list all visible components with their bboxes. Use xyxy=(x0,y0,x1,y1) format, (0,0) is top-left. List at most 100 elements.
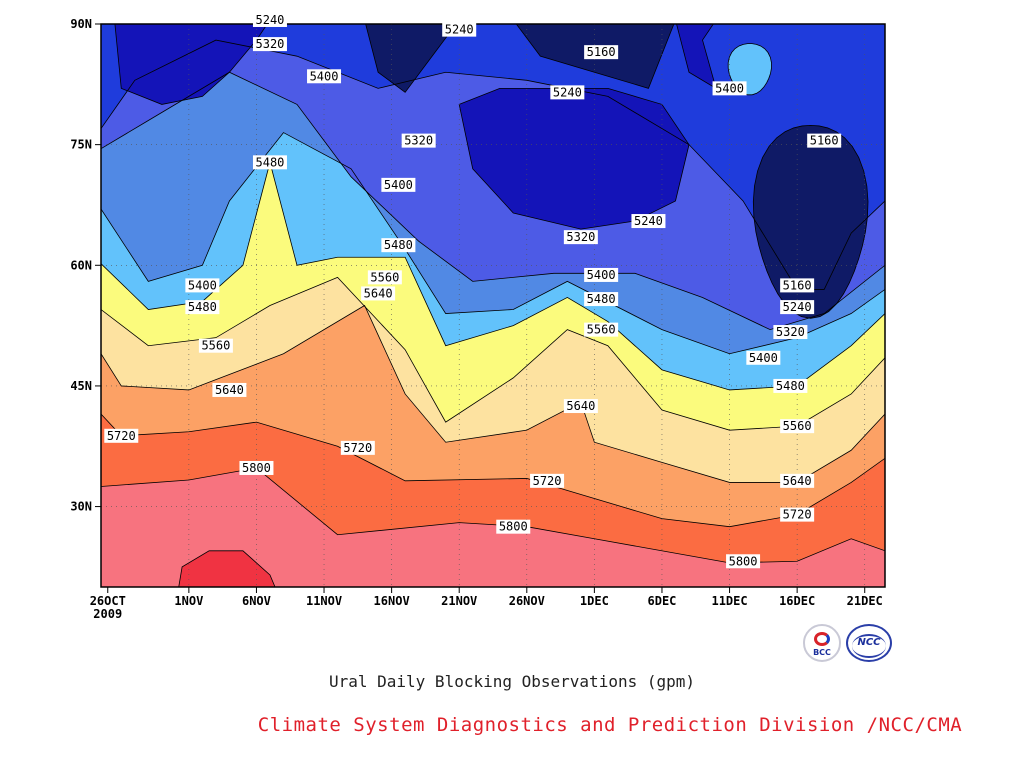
contour-label: 5480 xyxy=(252,155,287,170)
contour-label-text: 5480 xyxy=(587,292,616,306)
contour-label: 5480 xyxy=(381,238,416,253)
contour-label: 5560 xyxy=(780,419,815,434)
contour-label-text: 5560 xyxy=(201,339,230,353)
contour-label-text: 5320 xyxy=(566,230,595,244)
contour-line-5400 xyxy=(101,132,885,355)
contour-label-text: 5320 xyxy=(404,134,433,148)
contour-label-text: 5720 xyxy=(343,441,372,455)
contour-label-bg xyxy=(550,85,585,100)
fill-low-5240-northwest xyxy=(114,24,268,105)
bcc-logo: BCC xyxy=(803,624,841,662)
contour-label: 5480 xyxy=(584,292,619,307)
contour-label: 5400 xyxy=(381,177,416,192)
contour-label-bg xyxy=(252,155,287,170)
contour-label-text: 5400 xyxy=(715,81,744,95)
bcc-logo-text: BCC xyxy=(813,648,831,657)
x-tick-label: 11DEC xyxy=(711,594,747,608)
contour-label-bg xyxy=(584,267,619,282)
contour-label-text: 5480 xyxy=(256,155,285,169)
contour-label-bg xyxy=(185,300,220,315)
contour-label-text: 5320 xyxy=(776,325,805,339)
contour-label-text: 5480 xyxy=(384,238,413,252)
contour-label-bg xyxy=(780,473,815,488)
contour-label: 5560 xyxy=(367,270,402,285)
contour-label-bg xyxy=(496,519,531,534)
contour-label-text: 5800 xyxy=(242,461,271,475)
contour-label: 5800 xyxy=(496,519,531,534)
contour-label: 5480 xyxy=(773,378,808,393)
contour-label-bg xyxy=(773,325,808,340)
contour-label-bg xyxy=(252,12,287,27)
contour-label: 5720 xyxy=(340,440,375,455)
contour-label: 5400 xyxy=(712,81,747,96)
contour-label-bg xyxy=(381,238,416,253)
y-tick-label: 45N xyxy=(70,379,92,393)
contour-label: 5560 xyxy=(584,322,619,337)
contour-label-text: 5320 xyxy=(256,37,285,51)
contour-label-bg xyxy=(252,37,287,52)
contour-label-text: 5240 xyxy=(783,300,812,314)
contour-label-bg xyxy=(563,399,598,414)
contour-label-text: 5240 xyxy=(553,85,582,99)
contour-label-text: 5240 xyxy=(256,13,285,27)
contour-label-text: 5800 xyxy=(499,520,528,534)
x-tick-label: 21DEC xyxy=(847,594,883,608)
contour-label-bg xyxy=(584,322,619,337)
contour-label: 5560 xyxy=(198,338,233,353)
contour-label: 5400 xyxy=(584,267,619,282)
contour-label: 5800 xyxy=(726,554,761,569)
contour-label: 5240 xyxy=(442,22,477,37)
contour-label-text: 5640 xyxy=(215,383,244,397)
contour-label-text: 5640 xyxy=(364,286,393,300)
contour-label: 5240 xyxy=(631,214,666,229)
contour-label-bg xyxy=(712,81,747,96)
contour-label: 5640 xyxy=(563,399,598,414)
contour-label-bg xyxy=(807,133,842,148)
contour-label-bg xyxy=(381,177,416,192)
x-tick-label: 21NOV xyxy=(441,594,477,608)
contour-label-text: 5560 xyxy=(587,323,616,337)
ncc-globe-icon xyxy=(852,634,886,658)
plot-frame xyxy=(100,23,886,588)
contour-label-text: 5160 xyxy=(783,278,812,292)
contour-label: 5400 xyxy=(746,350,781,365)
contour-label: 5480 xyxy=(185,300,220,315)
contour-label-bg xyxy=(631,214,666,229)
chart-title: Ural Daily Blocking Observations (gpm) xyxy=(328,672,696,691)
contour-label-bg xyxy=(104,428,139,443)
contour-label: 5400 xyxy=(307,69,342,84)
contour-label-text: 5800 xyxy=(729,554,758,568)
contour-label-bg xyxy=(780,300,815,315)
plot-area xyxy=(101,24,885,587)
contour-label-text: 5400 xyxy=(384,178,413,192)
contour-label-bg xyxy=(584,45,619,60)
contour-line-5320 xyxy=(101,71,885,331)
x-tick-label: 11NOV xyxy=(306,594,342,608)
contour-label-bg xyxy=(185,278,220,293)
contour-label-bg xyxy=(367,270,402,285)
y-tick-label: 90N xyxy=(70,17,92,31)
contour-label: 5240 xyxy=(252,12,287,27)
contour-label: 5720 xyxy=(780,508,815,522)
contour-label: 5400 xyxy=(185,278,220,293)
contour-label-bg xyxy=(746,350,781,365)
contour-line-5480 xyxy=(101,160,885,391)
contour-label-text: 5400 xyxy=(188,278,217,292)
credit-line: Climate System Diagnostics and Predictio… xyxy=(257,714,963,736)
contour-label: 5720 xyxy=(530,473,565,488)
contour-label: 5640 xyxy=(780,473,815,488)
contour-label: 5800 xyxy=(239,460,274,475)
contour-label: 5160 xyxy=(780,278,815,293)
contour-label: 5320 xyxy=(773,325,808,340)
x-tick-label: 6DEC xyxy=(648,594,677,608)
contour-label: 5320 xyxy=(401,133,436,148)
fill-low-5240-northeast xyxy=(676,24,717,90)
contour-label-text: 5400 xyxy=(310,69,339,83)
contour-label-text: 5480 xyxy=(188,300,217,314)
fill-low-5240-central xyxy=(458,87,690,230)
contour-label-bg xyxy=(530,473,565,488)
contour-label: 5240 xyxy=(780,300,815,315)
ncc-logo-text: NCC xyxy=(857,637,881,648)
x-tick-label: 16NOV xyxy=(374,594,410,608)
contour-label-bg xyxy=(198,338,233,353)
